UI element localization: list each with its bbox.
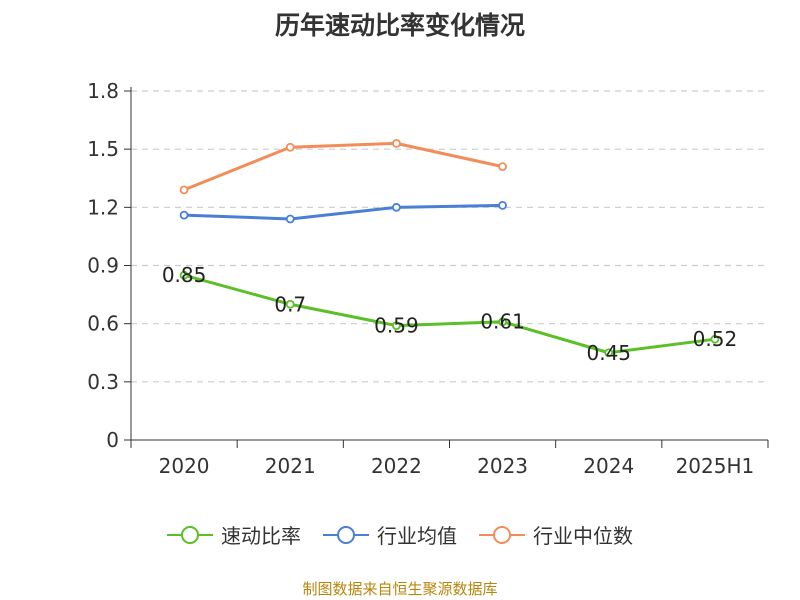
data-point[interactable] — [285, 299, 295, 309]
series-line-0 — [183, 273, 716, 355]
x-tick-label: 2023 — [477, 454, 528, 478]
series-lines — [183, 141, 716, 355]
series-points — [179, 138, 720, 358]
legend-item-quick-ratio[interactable]: 速动比率 — [167, 520, 301, 549]
data-label: 0.61 — [480, 310, 525, 334]
axes: 0 0.3 0.6 0.9 1.2 1.5 1.8 2020 2021 2022 2023 2024 2… — [87, 79, 769, 478]
data-label: 0.7 — [274, 292, 306, 316]
data-label: 0.45 — [586, 341, 631, 365]
legend-label-quick-ratio: 速动比率 — [221, 524, 301, 548]
x-tick-label: 2024 — [583, 454, 634, 478]
data-point[interactable] — [179, 185, 189, 195]
series-line-2 — [183, 141, 503, 192]
data-point[interactable] — [179, 270, 189, 280]
data-point[interactable] — [392, 138, 401, 148]
source-footer: 制图数据来自恒生聚源数据库 — [302, 580, 498, 598]
data-point[interactable] — [392, 202, 401, 212]
legend-item-industry-mean[interactable]: 行业均值 — [323, 520, 457, 549]
data-point[interactable] — [710, 334, 720, 344]
legend-marker-quick-ratio — [167, 525, 213, 544]
data-label: 0.85 — [162, 263, 207, 287]
legend: 速动比率 行业均值 行业中位数 — [0, 520, 800, 549]
data-point[interactable] — [392, 321, 401, 331]
data-point[interactable] — [285, 214, 295, 224]
data-point[interactable] — [498, 317, 507, 327]
chart-title: 历年速动比率变化情况 — [274, 11, 525, 40]
y-tick-label: 0.6 — [87, 312, 119, 336]
y-tick-label: 1.8 — [87, 79, 119, 103]
x-tick-label: 2021 — [265, 454, 316, 478]
series-line-1 — [184, 203, 503, 221]
data-label: 0.52 — [693, 327, 738, 351]
x-tick-label: 2025H1 — [676, 454, 755, 478]
x-tick-label: 2022 — [371, 454, 422, 478]
data-point[interactable] — [285, 142, 295, 152]
y-tick-label: 0 — [106, 428, 119, 452]
data-point[interactable] — [498, 200, 507, 210]
legend-label-industry-mean: 行业均值 — [377, 524, 457, 548]
y-tick-label: 1.2 — [87, 195, 119, 219]
y-tick-label: 0.3 — [87, 370, 119, 394]
data-point[interactable] — [604, 348, 614, 358]
data-point[interactable] — [498, 162, 507, 172]
data-label: 0.59 — [374, 314, 419, 338]
data-labels: 0.85 0.7 0.59 0.61 0.45 0.52 — [162, 263, 737, 365]
data-point[interactable] — [179, 210, 189, 220]
x-tick-label: 2020 — [159, 454, 210, 478]
line-chart: 0 0.3 0.6 0.9 1.2 1.5 1.8 2020 2021 2022 2023 2024 2… — [87, 79, 769, 478]
legend-item-industry-median[interactable]: 行业中位数 — [479, 520, 633, 549]
legend-marker-industry-median — [479, 525, 525, 544]
y-tick-label: 1.5 — [87, 137, 119, 161]
y-tick-label: 0.9 — [87, 254, 119, 278]
legend-label-industry-median: 行业中位数 — [533, 524, 633, 548]
grid-lines — [131, 90, 768, 383]
legend-marker-industry-mean — [323, 525, 369, 544]
